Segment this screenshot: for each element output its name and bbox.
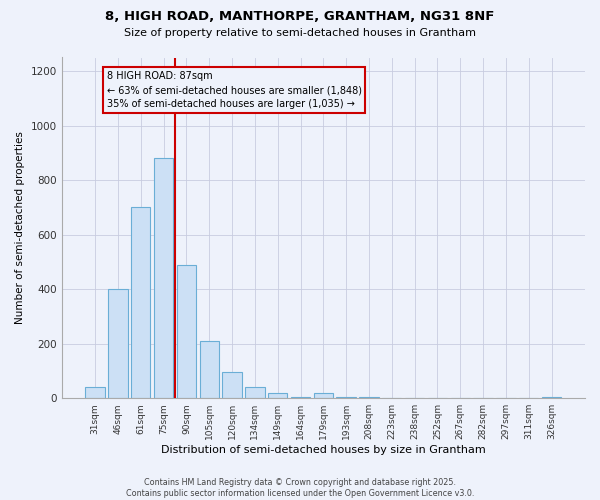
Bar bbox=[245, 388, 265, 398]
Bar bbox=[154, 158, 173, 398]
Text: 8, HIGH ROAD, MANTHORPE, GRANTHAM, NG31 8NF: 8, HIGH ROAD, MANTHORPE, GRANTHAM, NG31 … bbox=[106, 10, 494, 23]
X-axis label: Distribution of semi-detached houses by size in Grantham: Distribution of semi-detached houses by … bbox=[161, 445, 486, 455]
Y-axis label: Number of semi-detached properties: Number of semi-detached properties bbox=[15, 132, 25, 324]
Bar bbox=[337, 397, 356, 398]
Bar bbox=[200, 341, 219, 398]
Bar bbox=[223, 372, 242, 398]
Bar bbox=[131, 208, 151, 398]
Bar bbox=[177, 264, 196, 398]
Bar bbox=[108, 289, 128, 398]
Bar bbox=[542, 397, 561, 398]
Bar bbox=[291, 397, 310, 398]
Text: 8 HIGH ROAD: 87sqm
← 63% of semi-detached houses are smaller (1,848)
35% of semi: 8 HIGH ROAD: 87sqm ← 63% of semi-detache… bbox=[107, 71, 362, 109]
Text: Contains HM Land Registry data © Crown copyright and database right 2025.
Contai: Contains HM Land Registry data © Crown c… bbox=[126, 478, 474, 498]
Text: Size of property relative to semi-detached houses in Grantham: Size of property relative to semi-detach… bbox=[124, 28, 476, 38]
Bar bbox=[268, 393, 287, 398]
Bar bbox=[85, 388, 105, 398]
Bar bbox=[359, 397, 379, 398]
Bar bbox=[314, 393, 333, 398]
